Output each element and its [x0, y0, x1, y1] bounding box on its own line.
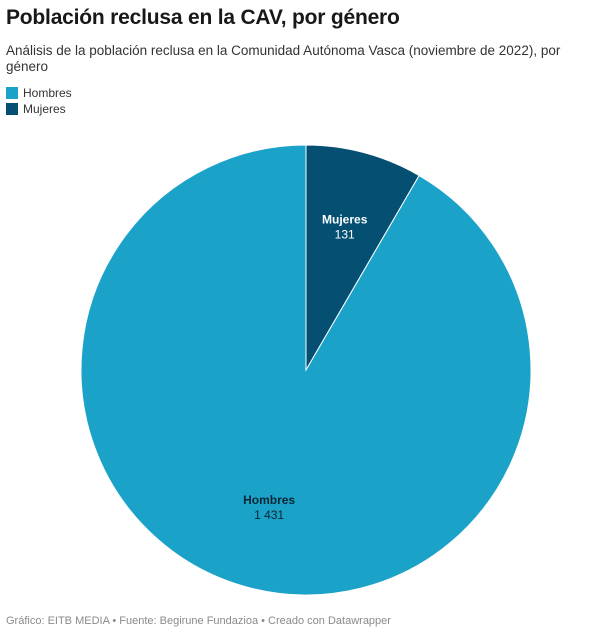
slice-label-hombres: Hombres — [243, 493, 295, 507]
legend: Hombres Mujeres — [6, 85, 72, 117]
legend-label-mujeres: Mujeres — [23, 102, 66, 116]
pie-slice-mujeres — [305, 144, 420, 372]
legend-label-hombres: Hombres — [23, 86, 72, 100]
legend-swatch-mujeres — [6, 103, 18, 115]
legend-item-mujeres: Mujeres — [6, 101, 72, 117]
pie-slices — [80, 144, 532, 596]
chart-footer: Gráfico: EITB MEDIA • Fuente: Begirune F… — [6, 615, 391, 627]
chart-subtitle: Análisis de la población reclusa en la C… — [6, 43, 561, 74]
legend-swatch-hombres — [6, 87, 18, 99]
slice-value-mujeres: 131 — [335, 228, 355, 242]
chart-title: Población reclusa en la CAV, por género — [6, 6, 400, 29]
slice-label-mujeres: Mujeres — [322, 213, 368, 227]
legend-item-hombres: Hombres — [6, 85, 72, 101]
slice-value-hombres: 1 431 — [254, 508, 284, 522]
pie-slice-hombres — [80, 144, 532, 596]
